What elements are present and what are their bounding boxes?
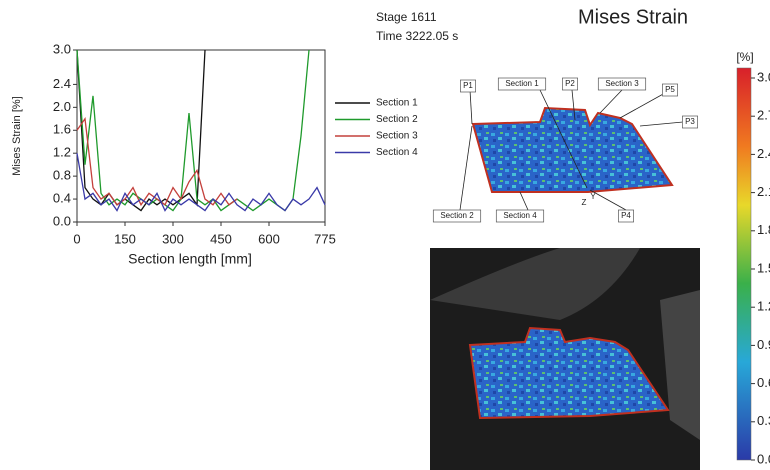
time: Time 3222.05 s: [376, 29, 458, 43]
colorbar-tick-label: 0.9: [757, 337, 770, 352]
surface-label: P4: [621, 211, 631, 220]
camera-image: [430, 248, 700, 470]
y-tick-label: 0.4: [53, 191, 71, 206]
surface-label: P3: [685, 117, 695, 126]
y-axis-label: Mises Strain [%]: [11, 96, 23, 175]
surface-label: Section 1: [505, 79, 539, 88]
label-box: [682, 115, 698, 129]
colorbar-unit: [%]: [736, 50, 753, 64]
colorbar-tick-label: 2.7: [757, 108, 770, 123]
y-tick-label: 3.0: [53, 41, 71, 56]
legend-label: Section 2: [376, 114, 418, 125]
series-line: [76, 153, 326, 212]
legend-label: Section 4: [376, 147, 418, 158]
colorbar-tick-label: 0.3: [757, 413, 770, 428]
legend-label: Section 3: [376, 131, 418, 142]
label-box: [597, 77, 647, 91]
y-tick-label: 1.2: [53, 145, 71, 160]
y-tick-label: 0.8: [53, 168, 71, 183]
label-box: [618, 209, 634, 223]
x-tick-label: 600: [258, 231, 280, 246]
plot-frame: [76, 49, 326, 223]
surface-label: P2: [565, 79, 575, 88]
surface-label: Z: [582, 198, 587, 207]
y-tick-label: 2.4: [53, 76, 71, 91]
label-box: [460, 79, 476, 93]
stage: Stage 1611: [376, 10, 437, 24]
colorbar: [736, 67, 752, 461]
surface-label: Section 3: [605, 79, 639, 88]
series-line: [76, 49, 310, 212]
y-tick-label: 1.6: [53, 122, 71, 137]
y-tick-label: 2.0: [53, 99, 71, 114]
label-box: [497, 77, 547, 91]
surface-label: Y: [590, 192, 596, 201]
colorbar-tick-label: 0.6: [757, 375, 770, 390]
colorbar-tick-label: 1.2: [757, 299, 770, 314]
x-tick-label: 300: [162, 231, 184, 246]
colorbar-tick-label: 1.5: [757, 260, 770, 275]
surface-view: [459, 89, 684, 211]
surface-label: Section 4: [503, 211, 537, 220]
label-box: [662, 83, 678, 97]
legend-label: Section 1: [376, 98, 418, 109]
x-tick-label: 150: [114, 231, 136, 246]
surface-label: P5: [665, 85, 675, 94]
x-tick-label: 0: [73, 231, 80, 246]
colorbar-tick-label: 0.0: [757, 451, 770, 466]
surface-label: Section 2: [440, 211, 474, 220]
x-axis-label: Section length [mm]: [128, 251, 252, 267]
label-box: [432, 209, 482, 223]
label-box: [562, 77, 578, 91]
colorbar-tick-label: 2.1: [757, 184, 770, 199]
colorbar-tick-label: 3.0: [757, 69, 770, 84]
x-tick-label: 450: [210, 231, 232, 246]
colorbar-tick-label: 1.8: [757, 222, 770, 237]
colorbar-tick-label: 2.4: [757, 146, 770, 161]
x-tick-label: 775: [314, 231, 336, 246]
surface-label: P1: [463, 81, 473, 90]
title: Mises Strain: [578, 6, 688, 28]
y-tick-label: 0.0: [53, 213, 71, 228]
series-line: [76, 49, 206, 212]
label-box: [495, 209, 545, 223]
